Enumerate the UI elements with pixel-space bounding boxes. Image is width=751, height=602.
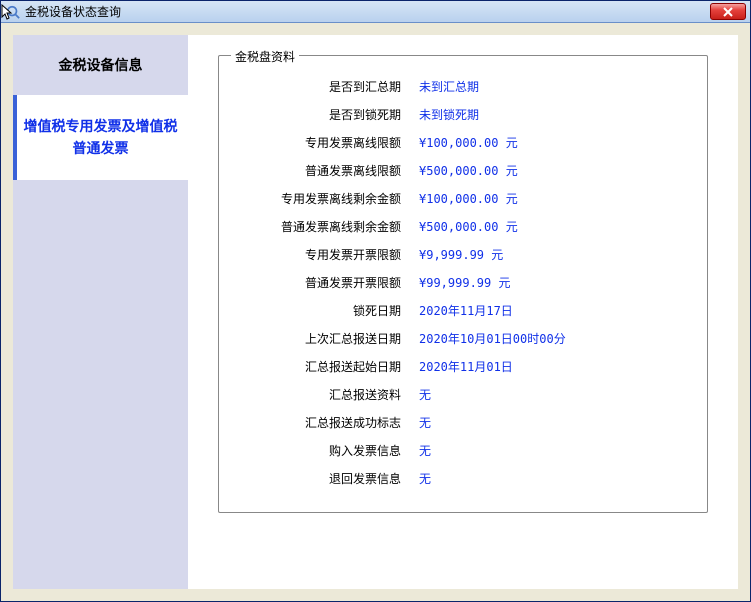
label-summary-success: 汇总报送成功标志 <box>239 414 419 431</box>
label-last-summary-date: 上次汇总报送日期 <box>239 330 419 347</box>
value-general-issue-limit: ¥99,999.99 元 <box>419 274 510 291</box>
label-general-issue-limit: 普通发票开票限额 <box>239 274 419 291</box>
titlebar: 金税设备状态查询 <box>1 1 750 23</box>
value-special-offline-remain: ¥100,000.00 元 <box>419 190 518 207</box>
tax-disk-fieldset: 金税盘资料 是否到汇总期 未到汇总期 是否到锁死期 未到锁死期 专用发票离线限额… <box>218 55 708 513</box>
label-returned-invoice: 退回发票信息 <box>239 470 419 487</box>
value-summary-data: 无 <box>419 386 431 403</box>
info-row: 汇总报送起始日期 2020年11月01日 <box>239 352 687 380</box>
label-summary-period: 是否到汇总期 <box>239 78 419 95</box>
value-summary-start-date: 2020年11月01日 <box>419 358 513 375</box>
sidebar: 金税设备信息 增值税专用发票及增值税普通发票 <box>13 35 188 589</box>
app-icon <box>5 4 21 20</box>
info-row: 汇总报送成功标志 无 <box>239 408 687 436</box>
value-lock-period: 未到锁死期 <box>419 106 479 123</box>
sidebar-item-device-info[interactable]: 金税设备信息 <box>13 35 188 95</box>
value-general-offline-limit: ¥500,000.00 元 <box>419 162 518 179</box>
label-lock-date: 锁死日期 <box>239 302 419 319</box>
close-icon <box>722 7 734 17</box>
fieldset-legend: 金税盘资料 <box>231 48 299 65</box>
value-summary-success: 无 <box>419 414 431 431</box>
main-window: 金税设备状态查询 金税设备信息 增值税专用发票及增值税普通发票 金税盘资料 是否… <box>0 0 751 602</box>
value-last-summary-date: 2020年10月01日00时00分 <box>419 330 566 347</box>
close-button[interactable] <box>710 3 746 20</box>
value-special-issue-limit: ¥9,999.99 元 <box>419 246 503 263</box>
value-returned-invoice: 无 <box>419 470 431 487</box>
info-row: 退回发票信息 无 <box>239 464 687 492</box>
info-row: 购入发票信息 无 <box>239 436 687 464</box>
label-general-offline-remain: 普通发票离线剩余金额 <box>239 218 419 235</box>
info-row: 专用发票离线限额 ¥100,000.00 元 <box>239 128 687 156</box>
info-row: 专用发票开票限额 ¥9,999.99 元 <box>239 240 687 268</box>
sidebar-item-invoice[interactable]: 增值税专用发票及增值税普通发票 <box>13 95 188 180</box>
content-area: 金税盘资料 是否到汇总期 未到汇总期 是否到锁死期 未到锁死期 专用发票离线限额… <box>188 35 738 589</box>
value-special-offline-limit: ¥100,000.00 元 <box>419 134 518 151</box>
label-general-offline-limit: 普通发票离线限额 <box>239 162 419 179</box>
window-title: 金税设备状态查询 <box>25 3 121 20</box>
label-purchased-invoice: 购入发票信息 <box>239 442 419 459</box>
label-summary-start-date: 汇总报送起始日期 <box>239 358 419 375</box>
label-special-offline-limit: 专用发票离线限额 <box>239 134 419 151</box>
info-row: 上次汇总报送日期 2020年10月01日00时00分 <box>239 324 687 352</box>
label-special-issue-limit: 专用发票开票限额 <box>239 246 419 263</box>
info-row: 是否到锁死期 未到锁死期 <box>239 100 687 128</box>
label-summary-data: 汇总报送资料 <box>239 386 419 403</box>
info-row: 普通发票开票限额 ¥99,999.99 元 <box>239 268 687 296</box>
info-row: 普通发票离线限额 ¥500,000.00 元 <box>239 156 687 184</box>
info-row: 专用发票离线剩余金额 ¥100,000.00 元 <box>239 184 687 212</box>
info-row: 是否到汇总期 未到汇总期 <box>239 72 687 100</box>
value-summary-period: 未到汇总期 <box>419 78 479 95</box>
label-lock-period: 是否到锁死期 <box>239 106 419 123</box>
info-row: 普通发票离线剩余金额 ¥500,000.00 元 <box>239 212 687 240</box>
label-special-offline-remain: 专用发票离线剩余金额 <box>239 190 419 207</box>
info-row: 汇总报送资料 无 <box>239 380 687 408</box>
value-lock-date: 2020年11月17日 <box>419 302 513 319</box>
body-area: 金税设备信息 增值税专用发票及增值税普通发票 金税盘资料 是否到汇总期 未到汇总… <box>1 23 750 601</box>
value-purchased-invoice: 无 <box>419 442 431 459</box>
value-general-offline-remain: ¥500,000.00 元 <box>419 218 518 235</box>
info-row: 锁死日期 2020年11月17日 <box>239 296 687 324</box>
